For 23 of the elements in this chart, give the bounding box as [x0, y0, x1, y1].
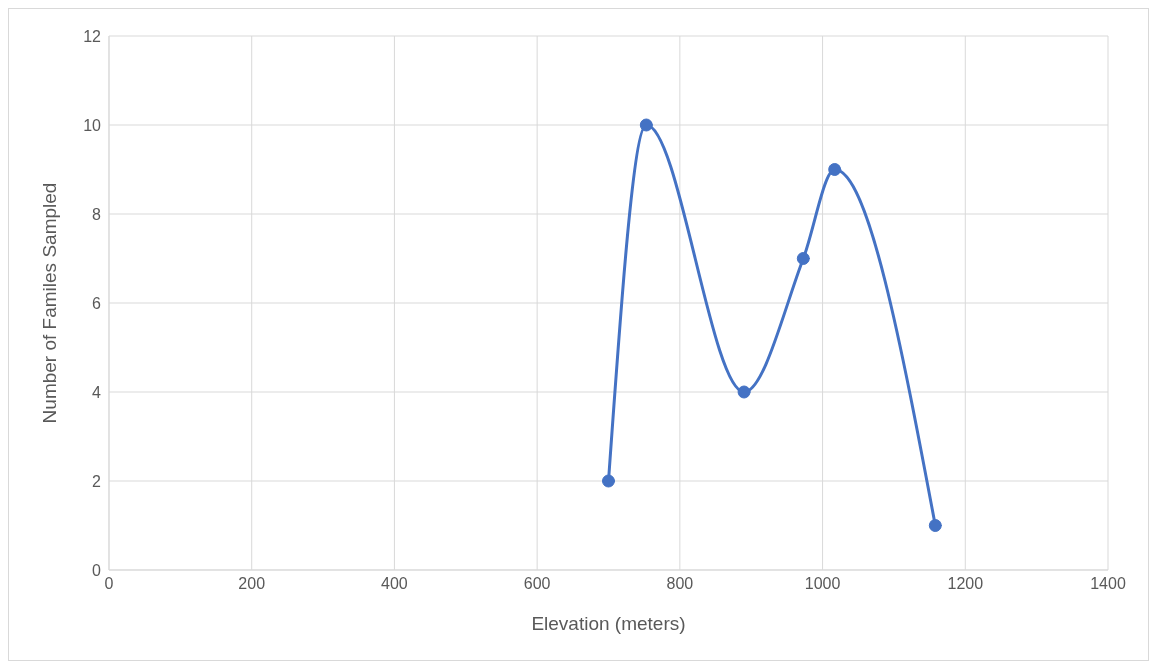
- y-axis-title: Number of Familes Sampled: [38, 182, 60, 424]
- point: [639, 118, 653, 132]
- x-axis-title: Elevation (meters): [531, 613, 686, 634]
- y-tick-label: 10: [83, 116, 102, 134]
- point: [602, 474, 615, 488]
- x-tick-label: 1200: [947, 575, 984, 593]
- x-tick-label: 400: [381, 575, 408, 593]
- x-tick-label: 1000: [804, 575, 841, 593]
- point: [737, 385, 751, 399]
- point: [828, 163, 842, 176]
- x-tick-label: 200: [238, 575, 266, 593]
- point: [796, 252, 810, 265]
- y-tick-label: 0: [92, 561, 102, 579]
- y-tick-label: 2: [92, 472, 102, 490]
- x-tick-label: 800: [666, 575, 694, 593]
- x-tick-label: 600: [523, 575, 551, 593]
- point: [928, 519, 942, 532]
- x-tick-label: 0: [104, 575, 114, 593]
- x-tick-label: 1400: [1090, 575, 1126, 593]
- y-tick-label: 12: [83, 27, 102, 45]
- y-tick-label: 6: [92, 294, 102, 312]
- y-tick-label: 8: [92, 205, 102, 223]
- y-tick-label: 4: [92, 383, 102, 401]
